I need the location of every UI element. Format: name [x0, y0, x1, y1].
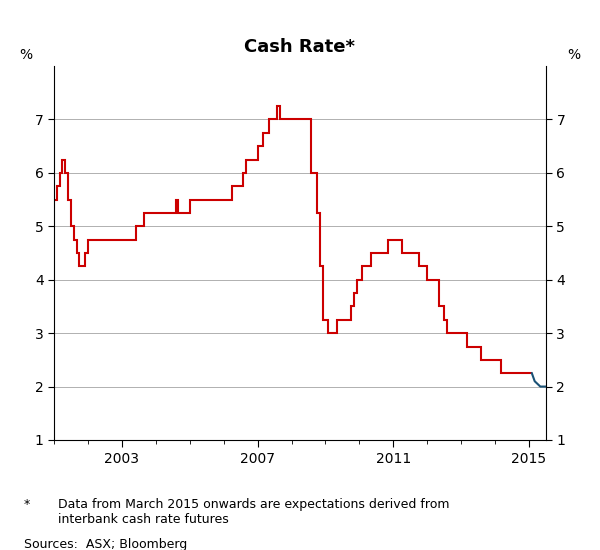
Text: Sources:  ASX; Bloomberg: Sources: ASX; Bloomberg: [24, 538, 187, 550]
Title: Cash Rate*: Cash Rate*: [245, 38, 355, 56]
Text: %: %: [20, 48, 32, 62]
Text: Data from March 2015 onwards are expectations derived from
    interbank cash ra: Data from March 2015 onwards are expecta…: [42, 498, 449, 526]
Text: %: %: [568, 48, 580, 62]
Text: *: *: [24, 498, 30, 511]
